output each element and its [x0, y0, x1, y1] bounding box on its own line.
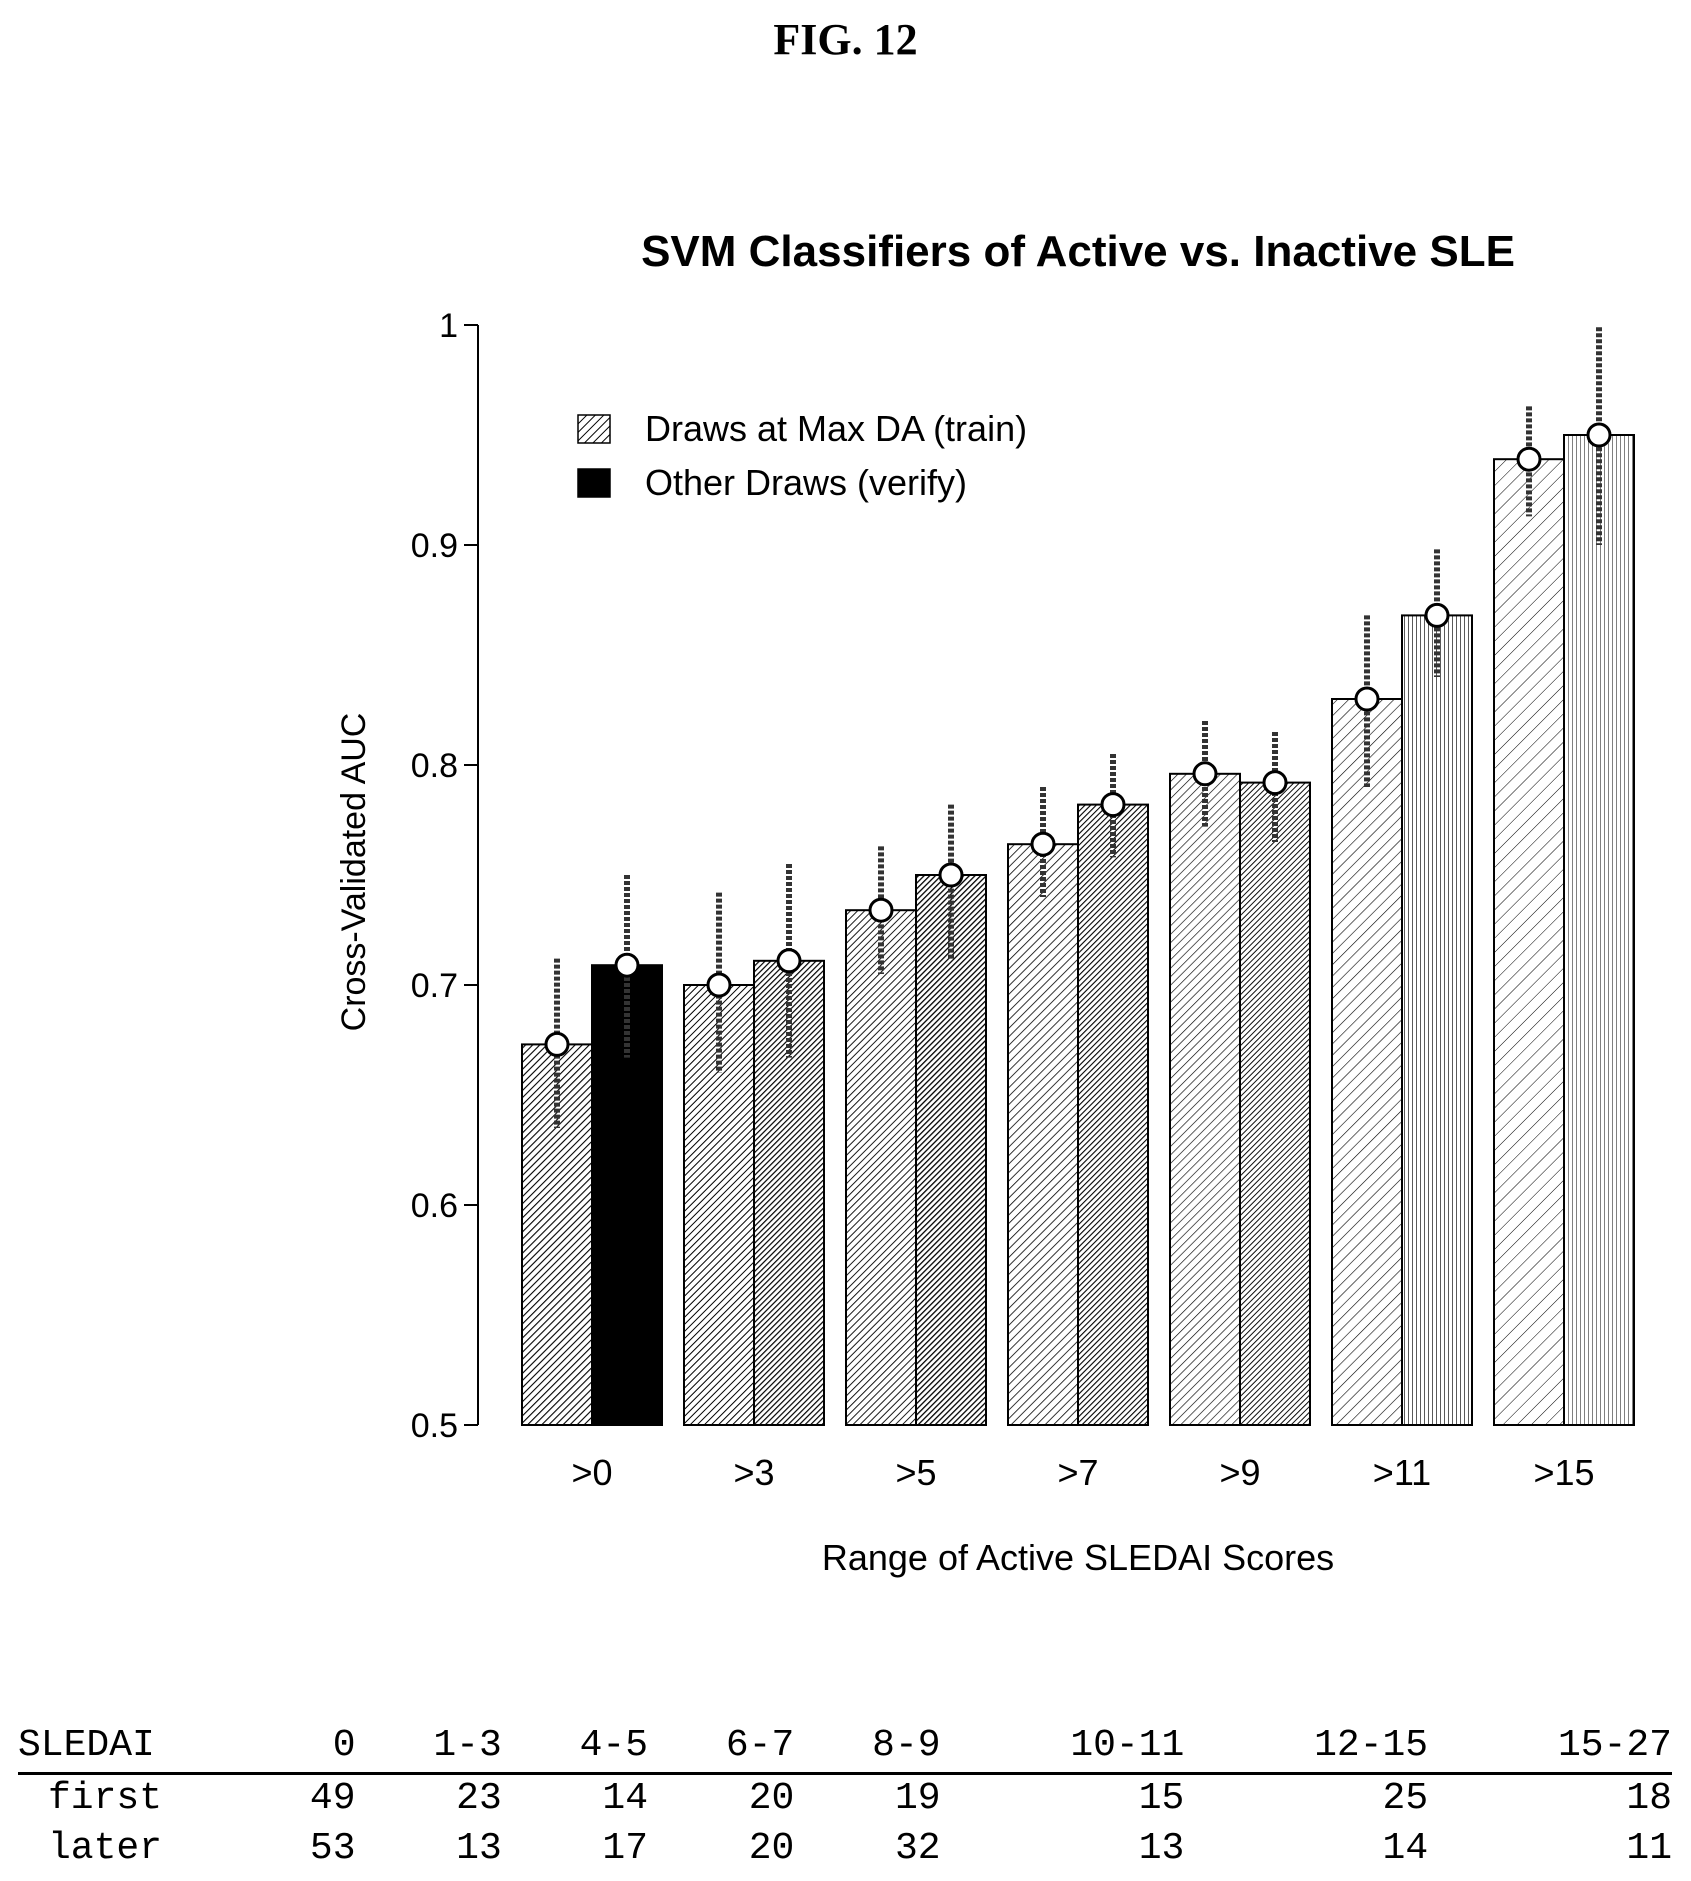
table-cell: 14 — [1382, 1827, 1429, 1870]
legend: Draws at Max DA (train) Other Draws (veri… — [577, 408, 1027, 503]
table-cell: 4-5 — [501, 1722, 649, 1775]
x-tick-label: >5 — [895, 1452, 936, 1493]
x-tick-label: >3 — [733, 1452, 774, 1493]
table-header-row: SLEDAI 0 1-3 4-5 6-7 8-9 10-11 12-15 15-27 — [18, 1722, 1672, 1775]
table-cell: 13 — [1138, 1827, 1185, 1870]
data-point — [1030, 831, 1056, 857]
legend-swatch — [577, 468, 611, 498]
data-point — [614, 952, 640, 978]
data-point — [776, 948, 802, 974]
table-cell: 13 — [456, 1827, 502, 1870]
table-cell: 23 — [456, 1777, 502, 1820]
table-cell: 8-9 — [794, 1722, 941, 1775]
sledai-count-table: SLEDAI 0 1-3 4-5 6-7 8-9 10-11 12-15 15-27 first 4… — [18, 1722, 1672, 1875]
bar-train — [1331, 698, 1403, 1426]
bar-chart: SVM Classifiers of Active vs. Inactive S… — [335, 227, 1635, 1578]
table-row: later 53 13 17 20 32 13 14 11 — [18, 1825, 1672, 1875]
legend-entry: Other Draws (verify) — [645, 462, 967, 503]
bar-train — [845, 909, 917, 1426]
data-point — [868, 897, 894, 923]
bar-verify — [1077, 803, 1149, 1426]
data-point — [544, 1031, 570, 1057]
legend-swatch — [577, 414, 611, 444]
table-cell: 53 — [309, 1827, 356, 1870]
bar-verify — [1239, 781, 1311, 1426]
table-cell: 11 — [1626, 1827, 1672, 1870]
table-cell: 10-11 — [940, 1722, 1185, 1775]
bar-train — [1493, 458, 1565, 1426]
row-label: SLEDAI — [18, 1722, 258, 1775]
chart-title: SVM Classifiers of Active vs. Inactive S… — [641, 227, 1515, 276]
y-axis-label: Cross-Validated AUC — [335, 713, 373, 1032]
x-tick-labels: >0 >3 >5 >7 >9 >11 >15 — [571, 1452, 1594, 1493]
table-cell: 14 — [602, 1777, 649, 1820]
bar-train — [521, 1043, 593, 1427]
table-cell: 19 — [894, 1777, 941, 1820]
data-point — [1586, 422, 1612, 448]
axes: 0.5 0.6 0.7 0.8 0.9 1 — [411, 307, 479, 1445]
y-tick-label: 0.7 — [411, 967, 458, 1005]
x-tick-label: >7 — [1057, 1452, 1098, 1493]
table-cell: 1-3 — [355, 1722, 502, 1775]
table-cell: 0 — [258, 1722, 356, 1775]
y-tick-label: 0.9 — [411, 527, 458, 565]
bar-train — [1007, 843, 1079, 1426]
bar-verify — [753, 959, 825, 1426]
data-point — [1516, 446, 1542, 472]
data-point — [1354, 686, 1380, 712]
data-point — [706, 972, 732, 998]
table-cell: 20 — [748, 1827, 795, 1870]
data-point — [1192, 761, 1218, 787]
legend-entry: Draws at Max DA (train) — [645, 408, 1027, 449]
table-row: first 49 23 14 20 19 15 25 18 — [18, 1774, 1672, 1826]
row-label: later — [48, 1827, 163, 1870]
table-cell: 12-15 — [1184, 1722, 1429, 1775]
table-cell: 15-27 — [1428, 1722, 1672, 1775]
x-axis-label: Range of Active SLEDAI Scores — [822, 1537, 1334, 1578]
table-cell: 32 — [894, 1827, 941, 1870]
data-point — [938, 862, 964, 888]
x-tick-label: >0 — [571, 1452, 612, 1493]
y-tick-label: 1 — [439, 307, 458, 345]
data-point — [1424, 602, 1450, 628]
bar-verify — [915, 874, 987, 1426]
bars — [521, 327, 1635, 1427]
figure-label: FIG. 12 — [773, 15, 918, 64]
bar-train — [1169, 772, 1241, 1426]
x-tick-label: >15 — [1533, 1452, 1594, 1493]
table-cell: 6-7 — [648, 1722, 795, 1775]
table-cell: 15 — [1138, 1777, 1185, 1820]
data-point — [1100, 792, 1126, 818]
x-tick-label: >11 — [1373, 1452, 1431, 1493]
y-tick-label: 0.5 — [411, 1407, 458, 1445]
table-cell: 49 — [309, 1777, 356, 1820]
bar-verify — [1563, 434, 1635, 1426]
x-tick-label: >9 — [1219, 1452, 1260, 1493]
table-cell: 17 — [602, 1827, 649, 1870]
sledai-count-table-wrap: SLEDAI 0 1-3 4-5 6-7 8-9 10-11 12-15 15-27 first 4… — [18, 1722, 1672, 1875]
table-cell: 20 — [748, 1777, 795, 1820]
row-label: first — [48, 1777, 163, 1820]
bar-verify — [1401, 614, 1473, 1426]
table-cell: 18 — [1626, 1777, 1672, 1820]
y-tick-label: 0.8 — [411, 747, 458, 785]
data-point — [1262, 770, 1288, 796]
y-tick-label: 0.6 — [411, 1187, 458, 1225]
table-cell: 25 — [1382, 1777, 1429, 1820]
